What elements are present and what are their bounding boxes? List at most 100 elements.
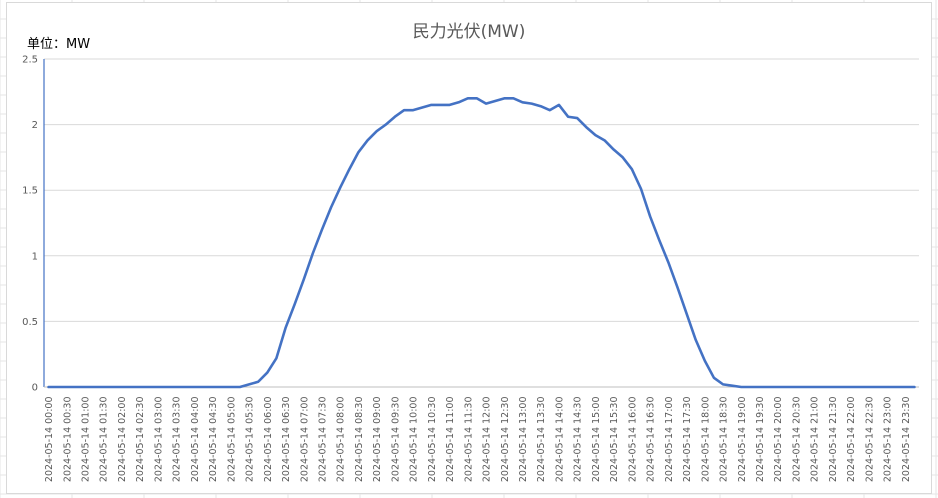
data-point xyxy=(84,386,87,389)
data-point xyxy=(257,380,260,383)
data-point xyxy=(111,386,114,389)
data-point xyxy=(776,386,779,389)
x-tick-label: 2024-05-14 10:00 xyxy=(409,397,420,483)
data-point xyxy=(193,386,196,389)
data-point xyxy=(804,386,807,389)
data-point xyxy=(330,206,333,209)
data-point xyxy=(439,104,442,107)
x-tick-label: 2024-05-14 16:00 xyxy=(627,397,638,483)
data-point xyxy=(567,115,570,118)
x-tick-label: 2024-05-14 07:30 xyxy=(317,397,328,483)
data-point xyxy=(230,386,233,389)
x-tick-label: 2024-05-14 23:30 xyxy=(901,397,912,483)
data-point xyxy=(202,386,205,389)
y-tick-label: 0.5 xyxy=(22,317,38,328)
data-point xyxy=(448,104,451,107)
data-point xyxy=(667,261,670,264)
x-tick-label: 2024-05-14 03:00 xyxy=(153,397,164,483)
data-point xyxy=(722,383,725,386)
y-tick-label: 0 xyxy=(32,383,38,394)
data-point xyxy=(485,102,488,105)
x-tick-label: 2024-05-14 08:30 xyxy=(354,397,365,483)
data-point xyxy=(895,386,898,389)
data-point xyxy=(138,386,141,389)
x-tick-label: 2024-05-14 12:00 xyxy=(482,396,493,482)
data-point xyxy=(503,97,506,100)
data-point xyxy=(120,386,123,389)
data-point xyxy=(822,386,825,389)
y-tick-label: 2.5 xyxy=(22,55,38,66)
data-point xyxy=(631,168,634,171)
x-tick-label: 2024-05-14 00:30 xyxy=(62,397,73,483)
x-tick-label: 2024-05-14 06:00 xyxy=(263,397,274,483)
data-point xyxy=(904,386,907,389)
x-tick-label: 2024-05-14 09:30 xyxy=(390,397,401,483)
data-point xyxy=(767,386,770,389)
data-point xyxy=(421,106,424,109)
x-tick-label: 2024-05-14 21:00 xyxy=(810,397,821,483)
x-tick-label: 2024-05-14 22:30 xyxy=(864,397,875,483)
data-point xyxy=(913,386,916,389)
data-point xyxy=(220,386,223,389)
y-axis-ticks: 0 0.5 1 1.5 2 2.5 xyxy=(22,55,38,394)
x-tick-label: 2024-05-14 03:30 xyxy=(172,397,183,483)
data-point xyxy=(75,386,78,389)
data-point xyxy=(129,386,132,389)
x-tick-label: 2024-05-14 10:30 xyxy=(427,397,438,483)
x-tick-label: 2024-05-14 09:00 xyxy=(372,397,383,483)
data-point xyxy=(430,104,433,107)
data-point xyxy=(476,97,479,100)
x-tick-label: 2024-05-14 07:00 xyxy=(299,397,310,483)
x-tick-label: 2024-05-14 20:00 xyxy=(773,397,784,483)
x-tick-label: 2024-05-14 06:30 xyxy=(281,397,292,483)
y-tick-label: 2 xyxy=(32,120,38,131)
data-point xyxy=(530,102,533,105)
data-point xyxy=(676,286,679,289)
data-point xyxy=(877,386,880,389)
data-point xyxy=(831,386,834,389)
data-point xyxy=(858,386,861,389)
data-point xyxy=(93,386,96,389)
x-tick-label: 2024-05-14 15:00 xyxy=(591,397,602,483)
data-point xyxy=(813,386,816,389)
data-point xyxy=(886,386,889,389)
data-point xyxy=(467,97,470,100)
data-point xyxy=(786,386,789,389)
x-tick-label: 2024-05-14 22:00 xyxy=(846,397,857,483)
data-point xyxy=(384,123,387,126)
y-tick-label: 1.5 xyxy=(22,186,38,197)
chart-container[interactable]: 民力光伏(MW) 单位：MW 0 0.5 1 1.5 2 2.5 2024-05-14 0… xyxy=(6,2,932,494)
data-point xyxy=(293,303,296,306)
data-point xyxy=(576,117,579,120)
data-point xyxy=(312,252,315,255)
data-point xyxy=(758,386,761,389)
data-point xyxy=(658,239,661,242)
x-tick-label: 2024-05-14 14:30 xyxy=(573,397,584,483)
data-point xyxy=(740,386,743,389)
data-point xyxy=(649,215,652,218)
data-point xyxy=(457,101,460,104)
data-point xyxy=(302,278,305,281)
data-point xyxy=(549,109,552,112)
x-tick-label: 2024-05-14 04:00 xyxy=(190,397,201,483)
data-point xyxy=(704,359,707,362)
data-point xyxy=(47,386,50,389)
x-tick-label: 2024-05-14 01:30 xyxy=(99,397,110,483)
data-point xyxy=(375,130,378,133)
data-point xyxy=(603,139,606,142)
data-point xyxy=(321,228,324,231)
data-point xyxy=(102,386,105,389)
data-point xyxy=(558,104,561,107)
data-point xyxy=(512,97,515,100)
data-point xyxy=(640,188,643,191)
data-point xyxy=(366,139,369,142)
x-tick-label: 2024-05-14 19:00 xyxy=(737,397,748,483)
data-point xyxy=(339,186,342,189)
x-axis-ticks: 2024-05-14 00:00 2024-05-14 00:30 2024-05-… xyxy=(44,396,912,482)
x-tick-label: 2024-05-14 12:30 xyxy=(500,397,511,483)
data-point xyxy=(412,109,415,112)
data-point xyxy=(56,386,59,389)
data-point xyxy=(795,386,798,389)
data-point xyxy=(749,386,752,389)
data-point xyxy=(394,115,397,118)
